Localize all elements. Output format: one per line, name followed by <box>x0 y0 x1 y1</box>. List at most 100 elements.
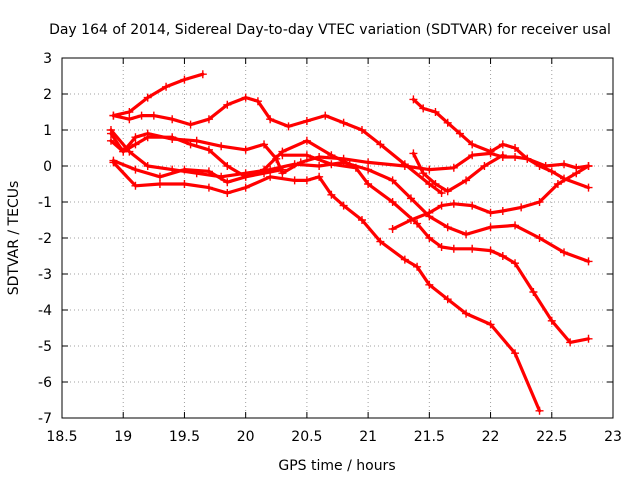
grid <box>62 58 613 418</box>
y-tick-label: -7 <box>38 411 52 427</box>
data-point-marker <box>204 145 213 154</box>
series-sat-j <box>409 95 593 172</box>
y-tick-label: 0 <box>43 159 52 175</box>
data-point-marker <box>425 165 434 174</box>
data-point-marker <box>168 115 177 124</box>
x-tick-label: 19 <box>114 429 132 445</box>
data-point-marker <box>351 163 360 172</box>
data-point-marker <box>486 320 495 329</box>
data-point-marker <box>455 129 464 138</box>
data-point-marker <box>223 178 232 187</box>
y-axis-label: SDTVAR / TECUs <box>6 181 22 296</box>
data-point-marker <box>155 172 164 181</box>
data-point-marker <box>106 126 115 134</box>
data-point-marker <box>339 118 348 127</box>
data-point-marker <box>486 208 495 217</box>
data-point-marker <box>241 183 250 192</box>
data-point-marker <box>560 248 569 257</box>
data-point-marker <box>278 151 287 160</box>
data-point-marker <box>253 97 262 106</box>
data-point-marker <box>204 183 213 192</box>
data-point-marker <box>535 406 544 415</box>
data-point-marker <box>217 142 226 151</box>
series-sat-h <box>278 151 593 347</box>
data-point-marker <box>449 199 458 208</box>
data-point-marker <box>547 316 556 325</box>
data-point-marker <box>511 153 520 161</box>
data-point-marker <box>198 70 207 79</box>
data-point-marker <box>406 216 415 224</box>
data-point-marker <box>364 165 373 174</box>
data-point-marker <box>511 144 520 152</box>
y-tick-label: 2 <box>43 87 52 103</box>
data-point-marker <box>406 194 415 203</box>
data-point-marker <box>162 82 171 91</box>
data-point-marker <box>462 309 471 318</box>
x-tick-label: 23 <box>604 429 622 445</box>
data-point-marker <box>376 140 385 149</box>
data-point-marker <box>498 140 507 149</box>
data-point-marker <box>131 133 140 142</box>
data-point-marker <box>425 208 434 217</box>
data-point-marker <box>517 203 526 212</box>
data-point-marker <box>413 262 422 271</box>
data-point-marker <box>388 176 397 185</box>
series-sat-g <box>109 158 544 415</box>
data-point-marker <box>357 216 366 224</box>
data-point-marker <box>302 136 311 145</box>
data-point-marker <box>217 172 226 181</box>
data-point-marker <box>462 176 471 185</box>
y-tick-label: -1 <box>38 195 52 211</box>
data-point-marker <box>180 75 189 84</box>
series-line <box>111 160 542 413</box>
data-point-marker <box>186 120 195 129</box>
series-sat-e <box>106 129 593 192</box>
data-point-marker <box>137 111 146 120</box>
data-point-marker <box>443 295 452 304</box>
data-point-marker <box>553 180 562 188</box>
data-point-marker <box>535 234 544 242</box>
series-line <box>411 151 505 193</box>
data-point-marker <box>486 147 495 156</box>
data-point-marker <box>486 223 495 232</box>
data-point-marker <box>388 225 397 233</box>
data-point-marker <box>437 243 446 251</box>
x-tick-label: 21 <box>359 429 377 445</box>
data-point-marker <box>529 288 538 296</box>
data-point-marker <box>468 151 477 160</box>
chart-title: Day 164 of 2014, Sidereal Day-to-day VTE… <box>49 22 611 38</box>
data-point-marker <box>266 165 275 174</box>
data-point-marker <box>266 172 275 181</box>
data-point-marker <box>278 169 287 178</box>
data-point-marker <box>443 118 452 127</box>
data-point-marker <box>566 338 575 347</box>
y-tick-label: -4 <box>38 303 52 319</box>
x-tick-label: 22.5 <box>536 429 567 445</box>
data-point-marker <box>125 108 134 116</box>
data-point-marker <box>486 246 495 255</box>
data-point-marker <box>400 162 409 170</box>
data-point-marker <box>327 160 336 169</box>
series-sat-b <box>109 93 446 197</box>
data-point-marker <box>449 244 458 253</box>
y-tick-label: -6 <box>38 375 52 391</box>
x-tick-label: 22 <box>482 429 500 445</box>
axis-ticks: 18.5 19 19.5 20 20.5 21 21.5 22 22.5 233210-1-2-3… <box>38 51 622 445</box>
data-point-marker <box>339 201 348 210</box>
data-point-marker <box>131 165 140 174</box>
data-point-marker <box>125 147 134 156</box>
data-point-marker <box>290 176 299 185</box>
data-point-marker <box>155 180 164 188</box>
data-point-marker <box>511 259 520 268</box>
y-tick-label: -2 <box>38 231 52 247</box>
data-point-marker <box>364 158 373 167</box>
data-point-marker <box>143 129 152 138</box>
data-point-marker <box>498 207 507 215</box>
data-point-marker <box>443 223 452 232</box>
data-point-marker <box>143 93 152 102</box>
data-point-marker <box>241 93 250 102</box>
data-point-marker <box>388 198 397 206</box>
data-point-marker <box>462 230 471 239</box>
data-point-marker <box>223 162 232 170</box>
